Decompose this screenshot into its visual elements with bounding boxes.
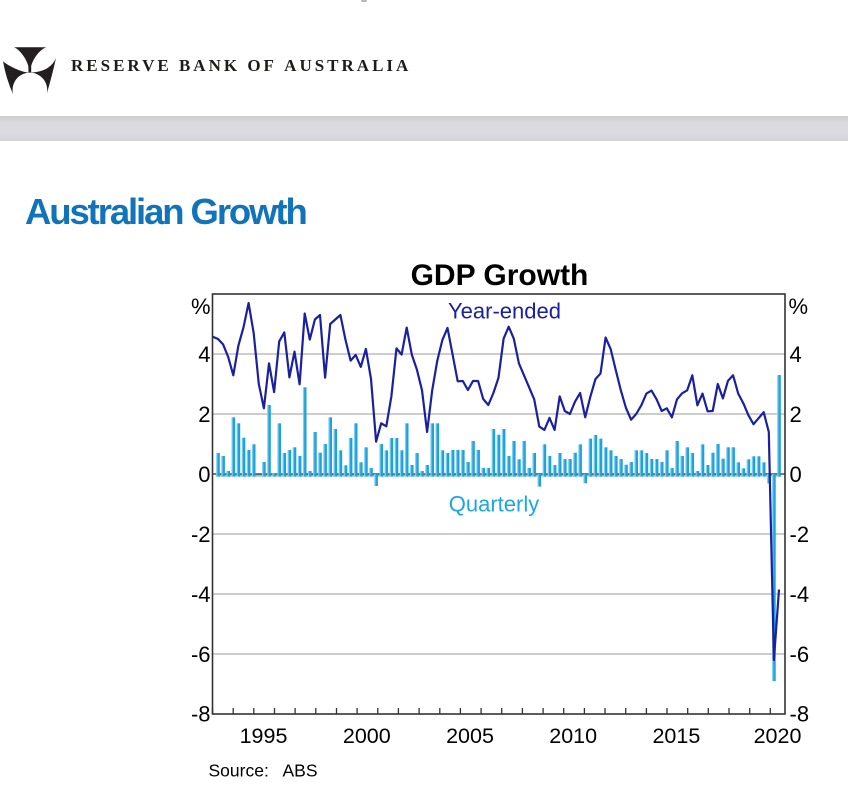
svg-text:2000: 2000 — [343, 724, 391, 748]
svg-text:%: % — [191, 294, 211, 319]
svg-text:%: % — [789, 294, 809, 319]
svg-text:Quarterly: Quarterly — [449, 492, 539, 517]
svg-text:-8: -8 — [790, 702, 810, 727]
svg-text:Source:ABS: Source: ABS — [209, 761, 318, 781]
svg-text:2: 2 — [790, 402, 802, 427]
svg-text:4: 4 — [790, 342, 802, 367]
svg-text:-2: -2 — [790, 522, 810, 547]
svg-text:2: 2 — [198, 402, 210, 427]
svg-text:1995: 1995 — [240, 724, 288, 748]
svg-text:GDP Growth: GDP Growth — [411, 259, 589, 292]
svg-text:Year-ended: Year-ended — [448, 299, 561, 324]
svg-text:2015: 2015 — [652, 724, 700, 748]
svg-text:-2: -2 — [191, 522, 211, 547]
svg-text:-8: -8 — [191, 702, 211, 727]
svg-text:-4: -4 — [790, 582, 810, 607]
svg-text:4: 4 — [198, 342, 210, 367]
svg-text:-6: -6 — [790, 642, 810, 667]
svg-text:-6: -6 — [191, 642, 211, 667]
svg-text:0: 0 — [790, 462, 802, 487]
svg-text:2020: 2020 — [754, 724, 802, 748]
svg-text:2005: 2005 — [446, 724, 494, 748]
svg-text:0: 0 — [198, 462, 210, 487]
svg-text:-4: -4 — [191, 582, 211, 607]
svg-text:2010: 2010 — [549, 724, 597, 748]
